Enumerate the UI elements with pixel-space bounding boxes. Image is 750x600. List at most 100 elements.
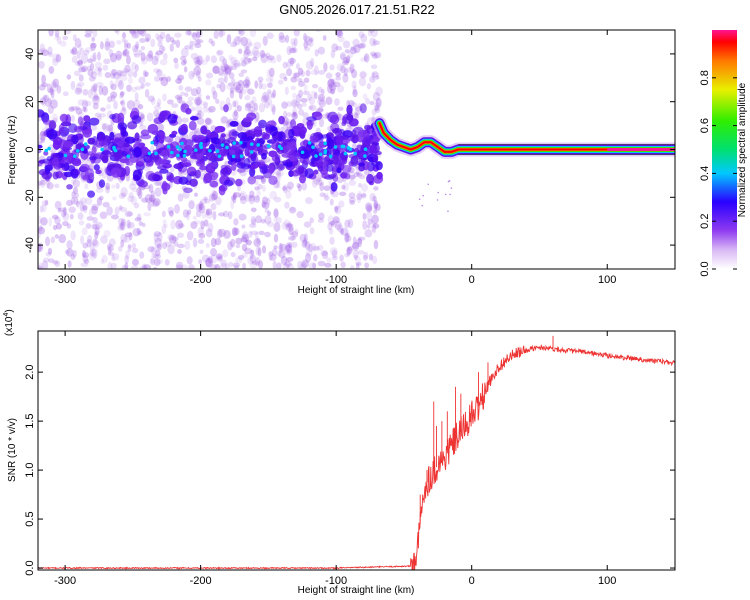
noise-blob bbox=[106, 206, 113, 216]
noise-blob bbox=[235, 256, 243, 264]
noise-blob bbox=[249, 100, 255, 109]
noise-blob bbox=[325, 96, 333, 106]
noise-blob bbox=[267, 89, 272, 94]
noise-blob bbox=[362, 220, 368, 230]
noise-blob bbox=[205, 95, 211, 100]
noise-blob bbox=[353, 44, 361, 54]
noise-blob bbox=[218, 30, 224, 38]
noise-core-blob bbox=[199, 165, 208, 171]
noise-blob bbox=[292, 72, 297, 80]
noise-blob bbox=[194, 96, 203, 106]
noise-blob bbox=[173, 57, 179, 63]
noise-blob bbox=[205, 211, 214, 219]
noise-blob bbox=[339, 53, 347, 61]
noise-blob bbox=[212, 210, 217, 221]
noise-hot-spot bbox=[80, 147, 85, 152]
noise-blob bbox=[294, 71, 302, 78]
noise-blob bbox=[256, 189, 261, 197]
noise-blob bbox=[131, 30, 137, 39]
noise-blob bbox=[363, 251, 369, 260]
noise-blob bbox=[249, 254, 257, 264]
noise-core-blob bbox=[375, 151, 382, 156]
noise-blob bbox=[114, 206, 120, 216]
noise-blob bbox=[124, 42, 128, 51]
colorbar-tick-label: 0.2 bbox=[699, 214, 711, 229]
noise-blob bbox=[52, 260, 59, 265]
noise-blob bbox=[140, 83, 145, 89]
noise-blob bbox=[39, 43, 45, 53]
noise-blob bbox=[247, 256, 254, 265]
noise-blob bbox=[371, 108, 377, 116]
noise-core-blob bbox=[72, 134, 79, 145]
noise-blob bbox=[291, 241, 298, 248]
noise-blob bbox=[317, 260, 326, 267]
noise-blob bbox=[212, 65, 220, 74]
noise-blob bbox=[297, 80, 305, 87]
noise-blob bbox=[317, 46, 326, 55]
noise-blob bbox=[91, 84, 97, 92]
noise-blob bbox=[139, 124, 147, 130]
noise-blob bbox=[230, 65, 238, 70]
noise-blob bbox=[50, 82, 59, 92]
noise-core-blob bbox=[278, 130, 285, 142]
noise-blob bbox=[38, 84, 46, 91]
noise-core-blob bbox=[52, 157, 60, 168]
noise-blob bbox=[94, 61, 103, 69]
noise-blob bbox=[68, 106, 75, 112]
noise-core-blob bbox=[334, 127, 343, 137]
noise-blob bbox=[150, 145, 155, 153]
noise-blob bbox=[260, 53, 268, 64]
noise-blob bbox=[303, 40, 309, 49]
noise-blob bbox=[309, 104, 317, 111]
noise-blob bbox=[331, 43, 339, 52]
noise-blob bbox=[178, 97, 184, 105]
noise-core-blob bbox=[87, 190, 96, 198]
noise-blob bbox=[216, 256, 223, 262]
noise-blob bbox=[286, 61, 292, 68]
noise-core-blob bbox=[212, 137, 218, 142]
noise-blob bbox=[296, 182, 301, 189]
noise-blob bbox=[375, 75, 380, 80]
noise-blob bbox=[305, 36, 313, 46]
noise-blob bbox=[344, 58, 348, 65]
noise-blob bbox=[335, 76, 342, 81]
noise-blob bbox=[55, 223, 63, 230]
noise-core-blob bbox=[283, 162, 293, 167]
noise-blob bbox=[184, 44, 192, 50]
noise-blob bbox=[51, 214, 59, 220]
noise-blob bbox=[121, 51, 127, 57]
noise-blob bbox=[130, 180, 138, 186]
noise-blob bbox=[334, 205, 342, 215]
noise-blob bbox=[230, 238, 236, 248]
noise-blob bbox=[121, 264, 128, 269]
noise-blob bbox=[293, 101, 300, 107]
noise-blob bbox=[127, 195, 135, 203]
noise-blob bbox=[309, 217, 314, 224]
noise-blob bbox=[244, 247, 252, 255]
noise-core-blob bbox=[180, 103, 190, 113]
noise-blob bbox=[103, 230, 111, 238]
noise-blob bbox=[57, 36, 62, 45]
noise-core-blob bbox=[255, 160, 266, 168]
noise-blob bbox=[352, 250, 359, 259]
noise-blob bbox=[205, 257, 212, 268]
noise-blob bbox=[266, 55, 275, 61]
noise-blob bbox=[64, 30, 72, 35]
noise-blob bbox=[153, 109, 160, 118]
noise-blob bbox=[208, 38, 213, 44]
noise-blob bbox=[327, 79, 335, 88]
noise-blob bbox=[316, 244, 324, 251]
noise-core-blob bbox=[376, 171, 383, 180]
noise-blob bbox=[127, 244, 132, 253]
noise-blob bbox=[122, 32, 126, 39]
noise-hot-spot bbox=[220, 143, 225, 147]
noise-blob bbox=[336, 30, 344, 38]
noise-blob bbox=[313, 65, 319, 76]
noise-blob bbox=[74, 38, 82, 48]
noise-blob bbox=[288, 226, 294, 236]
noise-blob bbox=[150, 246, 158, 255]
noise-blob bbox=[309, 227, 315, 235]
noise-blob bbox=[87, 65, 91, 71]
noise-blob bbox=[220, 65, 227, 72]
spectrogram-x-tick-label: -200 bbox=[190, 274, 212, 286]
